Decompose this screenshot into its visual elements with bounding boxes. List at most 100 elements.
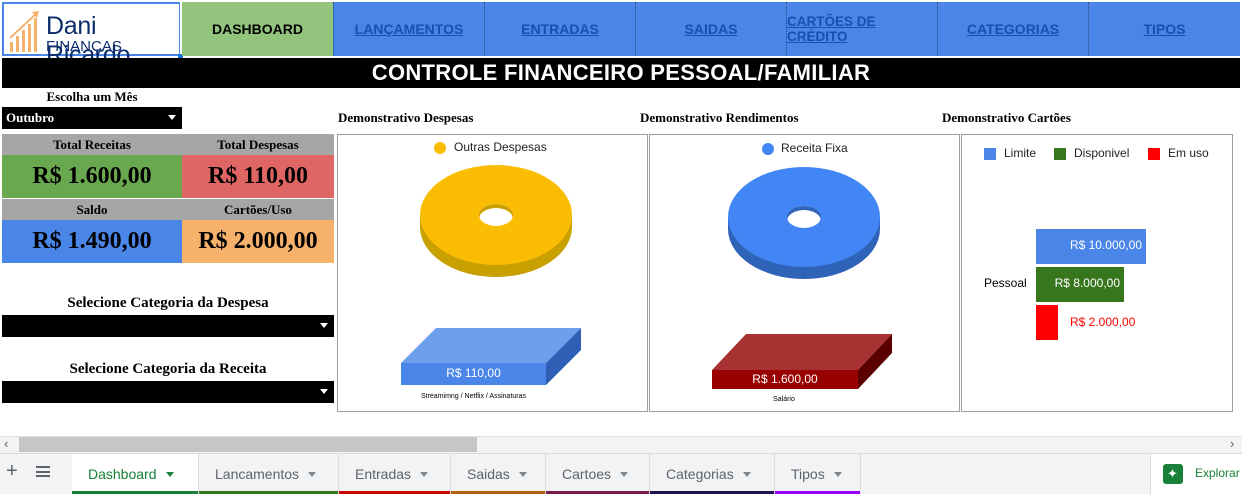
- bar-streaming-category-label: Streamimng / Netflix / Assinaturas: [420, 393, 527, 400]
- explore-button[interactable]: ✦ Explorar: [1150, 454, 1242, 494]
- page-title: CONTROLE FINANCEIRO PESSOAL/FAMILIAR: [2, 58, 1240, 88]
- kpi-cartoes-value: R$ 2.000,00: [182, 220, 334, 263]
- nav-lancamentos[interactable]: LANÇAMENTOS: [333, 2, 484, 56]
- bar-limite-data-label: R$ 10.000,00: [1069, 238, 1142, 252]
- sheet-tab-label: Categorias: [666, 466, 734, 482]
- month-value: Outubro: [6, 110, 55, 125]
- bar-disponivel-data-label: R$ 8.000,00: [1054, 276, 1120, 290]
- bar-salario-data-label: R$ 1.600,00: [752, 372, 818, 386]
- selection-handle[interactable]: [178, 54, 183, 59]
- chevron-down-icon[interactable]: [308, 471, 317, 477]
- chart-despesas-panel[interactable]: Outras Despesas R$ 110,00 Streamimng / N…: [337, 134, 648, 412]
- pie-slice-outras-despesas[interactable]: [420, 165, 572, 277]
- kpi-receitas-label: Total Receitas: [2, 134, 182, 155]
- chevron-down-icon: [168, 115, 176, 120]
- demo-despesas-label: Demonstrativo Despesas: [338, 110, 474, 125]
- chevron-down-icon: [320, 323, 328, 328]
- sheet-tab-label: Cartoes: [562, 466, 612, 482]
- chevron-down-icon[interactable]: [420, 471, 429, 477]
- kpi-despesas-label: Total Despesas: [182, 134, 334, 155]
- explore-label: Explorar: [1195, 466, 1240, 480]
- tab-color-strip: [451, 491, 545, 494]
- chart-rendimentos-svg: [712, 167, 892, 389]
- sheet-tab-label: Dashboard: [88, 466, 157, 482]
- bar-em-uso[interactable]: [1036, 305, 1058, 340]
- sheet-tab-label: Saidas: [467, 466, 510, 482]
- chevron-down-icon: [320, 389, 328, 394]
- growth-chart-icon: [9, 11, 39, 52]
- all-sheets-icon[interactable]: [36, 466, 50, 477]
- category-pessoal-label: Pessoal: [984, 276, 1027, 290]
- chart-rendimentos-panel[interactable]: Receita Fixa R$ 1.600,00 Salário: [649, 134, 960, 412]
- tab-color-strip: [72, 491, 198, 494]
- legend-outras-despesas-marker: [434, 142, 446, 154]
- legend-limite: Limite: [1004, 146, 1037, 160]
- month-select[interactable]: Outubro: [2, 107, 182, 129]
- chevron-down-icon[interactable]: [620, 471, 629, 477]
- sheet-tab-dashboard[interactable]: Dashboard: [72, 454, 199, 494]
- bar-disponivel[interactable]: [1036, 267, 1124, 302]
- bar-salario[interactable]: [712, 334, 892, 389]
- tab-color-strip: [775, 491, 860, 494]
- kpi-cartoes-label: Cartões/Uso: [182, 199, 334, 220]
- nav-saidas[interactable]: SAIDAS: [635, 2, 786, 56]
- bar-streaming-data-label: R$ 110,00: [446, 366, 501, 380]
- logo-subtitle: FINANÇAS: [46, 38, 122, 55]
- sheet-tab-cartoes[interactable]: Cartoes: [546, 454, 650, 494]
- sheet-tab-lancamentos[interactable]: Lancamentos: [199, 454, 339, 494]
- tab-color-strip: [650, 491, 774, 494]
- tab-color-strip: [339, 491, 450, 494]
- chevron-down-icon[interactable]: [833, 471, 842, 477]
- nav-tipos[interactable]: TIPOS: [1088, 2, 1240, 56]
- legend-em-uso-marker: [1148, 148, 1160, 160]
- legend-disponivel: Disponivel: [1074, 146, 1130, 160]
- chevron-down-icon[interactable]: [742, 471, 751, 477]
- sheet-tab-label: Lancamentos: [215, 466, 300, 482]
- nav-bar: [182, 2, 1240, 56]
- legend-outras-despesas: Outras Despesas: [454, 140, 547, 154]
- kpi-receitas-value: R$ 1.600,00: [2, 155, 182, 198]
- month-label: Escolha um Mês: [46, 89, 138, 104]
- logo: Dani Ricardo FINANÇAS: [2, 2, 180, 69]
- nav-cartoes-credito[interactable]: CARTÕES DE CRÉDITO: [786, 2, 937, 56]
- sheet-tab-tipos[interactable]: Tipos: [775, 454, 861, 494]
- chevron-down-icon[interactable]: [165, 471, 174, 477]
- chevron-down-icon[interactable]: [518, 471, 527, 477]
- legend-receita-fixa: Receita Fixa: [781, 141, 848, 155]
- nav-dashboard[interactable]: DASHBOARD: [182, 2, 333, 56]
- chart-despesas-svg: [401, 165, 581, 385]
- scroll-left-icon[interactable]: ‹: [4, 436, 9, 451]
- chart-cartoes-panel[interactable]: Limite Disponivel Em uso Pessoal R$ 10.0…: [961, 134, 1233, 412]
- sheet-tab-entradas[interactable]: Entradas: [339, 454, 451, 494]
- nav-entradas[interactable]: ENTRADAS: [484, 2, 635, 56]
- explore-icon: ✦: [1163, 464, 1183, 484]
- scrollbar-thumb[interactable]: [19, 437, 477, 452]
- bar-salario-category-label: Salário: [773, 396, 795, 403]
- legend-limite-marker: [984, 148, 996, 160]
- sheet-tab-bar: [0, 453, 1242, 494]
- legend-disponivel-marker: [1054, 148, 1066, 160]
- bar-em-uso-data-label: R$ 2.000,00: [1070, 315, 1136, 329]
- sheet-tab-label: Tipos: [791, 466, 825, 482]
- categoria-receita-label: Selecione Categoria da Receita: [69, 361, 267, 377]
- kpi-saldo-value: R$ 1.490,00: [2, 220, 182, 263]
- categoria-despesa-label: Selecione Categoria da Despesa: [67, 295, 269, 311]
- sheet-tab-categorias[interactable]: Categorias: [650, 454, 775, 494]
- categoria-receita-select[interactable]: [2, 381, 334, 403]
- categoria-despesa-select[interactable]: [2, 315, 334, 337]
- sheet-tab-saidas[interactable]: Saidas: [451, 454, 546, 494]
- add-sheet-icon[interactable]: +: [6, 460, 18, 482]
- scroll-right-icon[interactable]: ›: [1230, 436, 1235, 451]
- sheet-tab-label: Entradas: [355, 466, 412, 482]
- kpi-despesas-value: R$ 110,00: [182, 155, 334, 198]
- legend-receita-fixa-marker: [762, 143, 774, 155]
- demo-cartoes-label: Demonstrativo Cartões: [942, 110, 1071, 125]
- tab-color-strip: [199, 491, 338, 494]
- bar-streaming[interactable]: [401, 328, 581, 385]
- nav-categorias[interactable]: CATEGORIAS: [937, 2, 1088, 56]
- bar-limite[interactable]: [1036, 229, 1146, 264]
- pie-slice-receita-fixa[interactable]: [728, 167, 880, 279]
- tab-color-strip: [546, 491, 649, 494]
- demo-rendimentos-label: Demonstrativo Rendimentos: [640, 110, 799, 125]
- legend-em-uso: Em uso: [1168, 146, 1209, 160]
